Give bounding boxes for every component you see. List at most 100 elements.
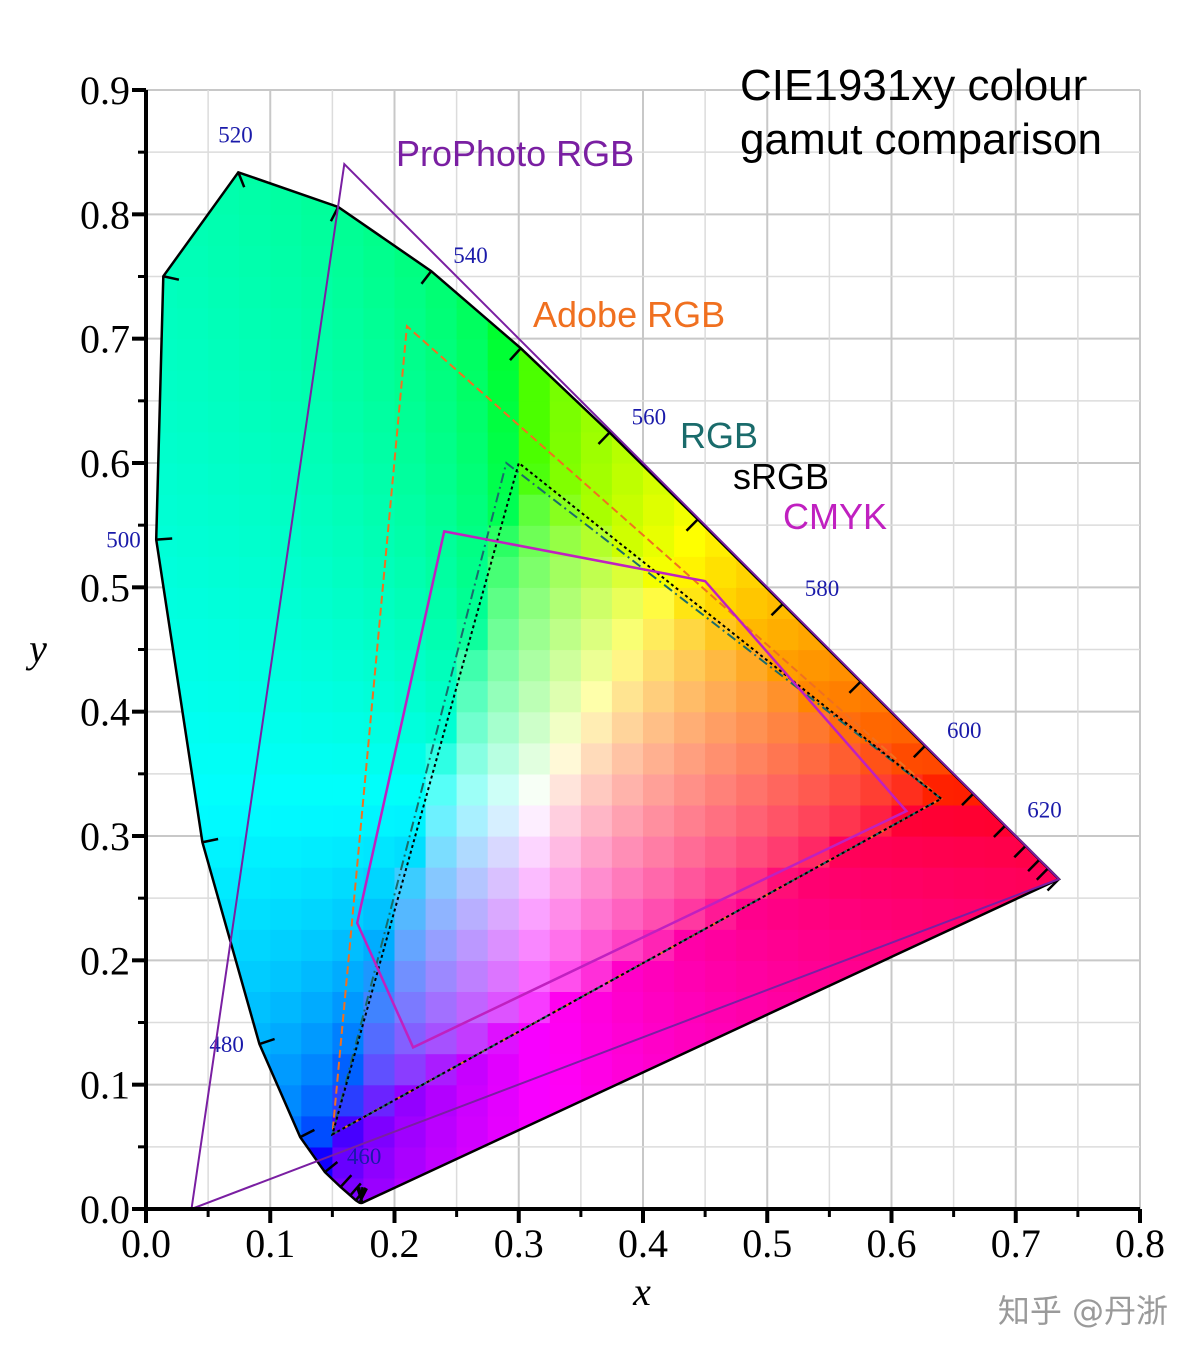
- color-cell: [239, 525, 271, 557]
- color-cell: [270, 1084, 302, 1117]
- color-cell: [891, 649, 924, 682]
- color-cell: [177, 711, 209, 744]
- color-cell: [156, 804, 178, 837]
- color-cell: [643, 431, 675, 464]
- color-cell: [156, 680, 178, 713]
- color-cell: [394, 898, 427, 930]
- color-cell: [156, 773, 178, 806]
- color-cell: [487, 680, 520, 713]
- color-cell: [301, 804, 333, 837]
- color-cell: [394, 1084, 427, 1117]
- color-cell: [705, 929, 737, 961]
- color-cell: [674, 245, 706, 278]
- color-cell: [363, 742, 396, 775]
- color-cell: [487, 369, 520, 402]
- color-cell: [860, 307, 893, 340]
- color-cell: [580, 214, 613, 246]
- color-cell: [922, 525, 955, 557]
- color-cell: [239, 867, 271, 899]
- color-cell: [891, 1177, 924, 1203]
- color-cell: [860, 1053, 893, 1086]
- color-cell: [549, 649, 582, 682]
- color-cell: [177, 525, 209, 557]
- color-cell: [1015, 494, 1048, 526]
- color-cell: [456, 867, 489, 899]
- annotations: x y CIE1931xy colour gamut comparison 知乎…: [25, 61, 1168, 1330]
- color-cell: [270, 804, 302, 837]
- color-cell: [860, 1115, 893, 1148]
- color-cell: [549, 338, 582, 371]
- color-cell: [643, 680, 675, 713]
- color-cell: [860, 400, 893, 433]
- color-cell: [643, 338, 675, 371]
- color-cell: [674, 1177, 706, 1203]
- color-cell: [518, 711, 551, 744]
- color-cell: [549, 556, 582, 588]
- color-cell: [984, 369, 1017, 402]
- color-cell: [456, 307, 489, 340]
- color-cell: [984, 960, 1017, 992]
- color-cell: [580, 898, 613, 930]
- color-cell: [208, 1115, 240, 1148]
- color-cell: [301, 711, 333, 744]
- color-cell: [301, 960, 333, 992]
- color-cell: [363, 960, 396, 992]
- color-cell: [208, 172, 240, 184]
- color-cell: [425, 369, 458, 402]
- color-cell: [332, 711, 365, 744]
- color-cell: [549, 1146, 582, 1179]
- color-cell: [860, 183, 893, 215]
- color-cell: [270, 867, 302, 899]
- gamut-cmyk: [355, 529, 909, 1050]
- color-cell: [611, 1146, 644, 1179]
- color-cell: [425, 1177, 458, 1203]
- color-cell: [643, 836, 675, 868]
- color-cell: [1015, 338, 1048, 371]
- color-cell: [953, 1053, 986, 1086]
- color-cell: [736, 1084, 768, 1117]
- color-cell: [580, 680, 613, 713]
- color-cell: [363, 587, 396, 619]
- color-cell: [891, 836, 924, 868]
- color-cell: [270, 1177, 302, 1203]
- color-cell: [611, 463, 644, 495]
- color-cell: [239, 711, 271, 744]
- color-cell: [611, 836, 644, 868]
- color-cell: [705, 1146, 737, 1179]
- color-cell: [643, 711, 675, 744]
- color-cell: [860, 1177, 893, 1203]
- color-cell: [736, 929, 768, 961]
- color-cell: [860, 276, 893, 309]
- color-cell: [984, 898, 1017, 930]
- color-cell: [332, 307, 365, 340]
- color-cell: [829, 1177, 862, 1203]
- color-cell: [829, 338, 862, 371]
- color-cell: [301, 587, 333, 619]
- color-cell: [922, 494, 955, 526]
- color-cell: [270, 431, 302, 464]
- color-cell: [487, 494, 520, 526]
- color-cell: [394, 804, 427, 837]
- color-cell: [767, 1022, 799, 1055]
- color-cell: [332, 991, 365, 1024]
- color-cell: [1046, 680, 1059, 713]
- color-cell: [177, 867, 209, 899]
- color-cell: [208, 587, 240, 619]
- color-cell: [984, 587, 1017, 619]
- color-cell: [860, 1022, 893, 1055]
- color-cell: [767, 773, 799, 806]
- color-cell: [643, 742, 675, 775]
- color-cell: [767, 898, 799, 930]
- color-cell: [363, 494, 396, 526]
- color-cell: [1046, 929, 1059, 961]
- color-cell: [798, 369, 830, 402]
- color-cell: [208, 338, 240, 371]
- color-cell: [239, 214, 271, 246]
- color-cell: [456, 742, 489, 775]
- color-cell: [208, 463, 240, 495]
- color-cell: [860, 431, 893, 464]
- color-cell: [798, 991, 830, 1024]
- locus-tick: [202, 837, 219, 844]
- color-cell: [456, 400, 489, 433]
- locus-tick: [597, 431, 611, 445]
